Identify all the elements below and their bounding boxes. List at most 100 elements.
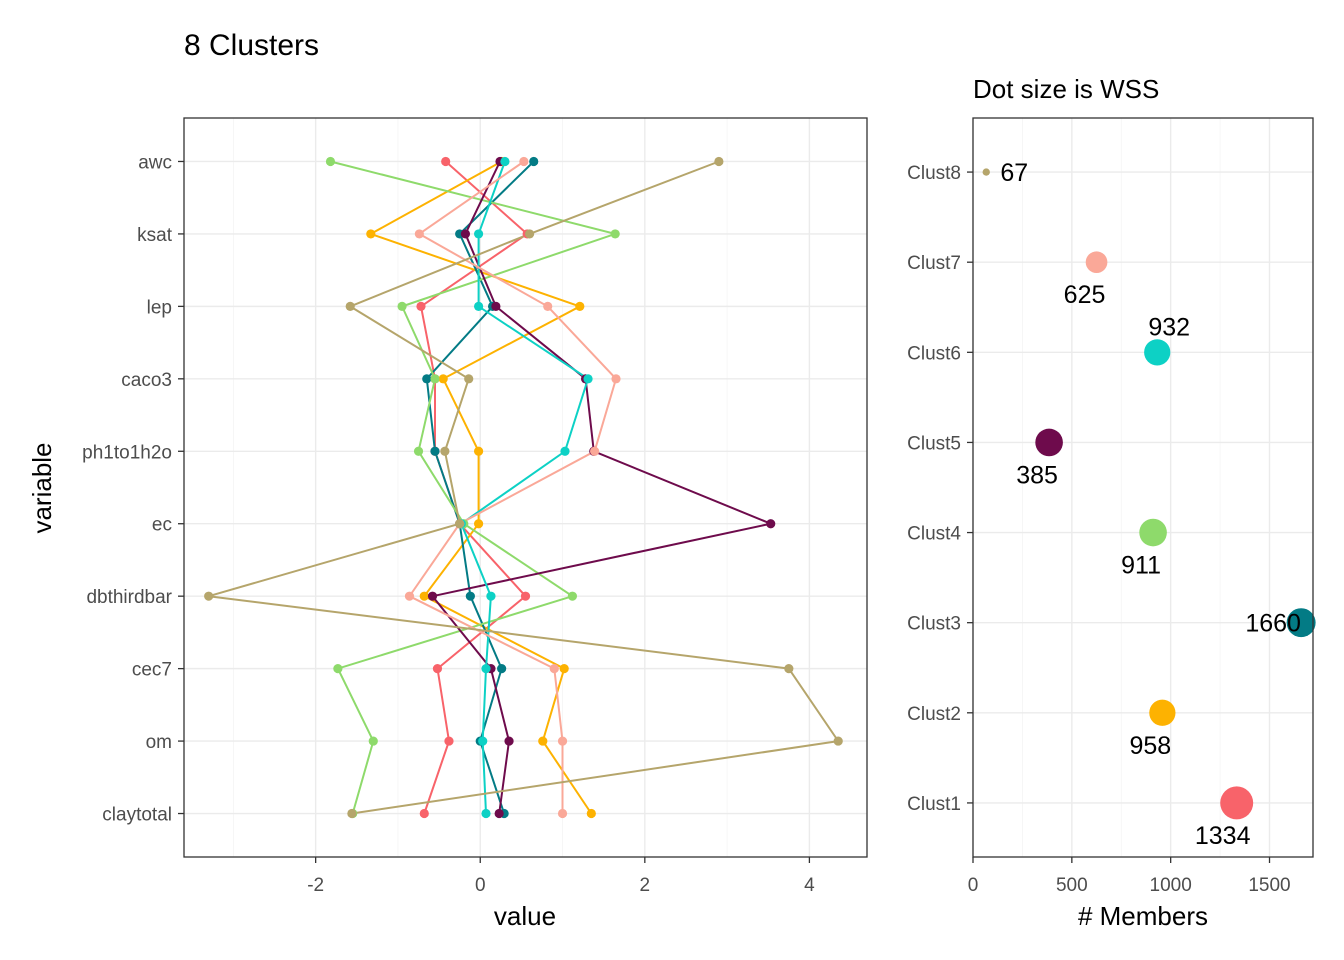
- series-point: [397, 301, 407, 311]
- member-dot-clust1: [1220, 786, 1254, 820]
- series-point: [583, 374, 593, 384]
- series-point: [347, 808, 357, 819]
- series-point: [427, 591, 438, 601]
- series-point: [441, 156, 451, 167]
- profile-y-axis-label: variable: [27, 442, 57, 533]
- series-line-1: [419, 160, 529, 814]
- series-point: [538, 736, 548, 746]
- y-tick-label: Clust8: [907, 163, 961, 184]
- series-point: [529, 156, 539, 167]
- y-tick-label: Clust5: [907, 433, 961, 454]
- member-count-label: 1660: [1245, 610, 1301, 638]
- y-tick-label: Clust6: [907, 343, 961, 364]
- series-point: [419, 591, 429, 601]
- series-point: [345, 301, 355, 311]
- member-count-label: 958: [1130, 732, 1172, 760]
- series-line-5: [430, 161, 775, 814]
- member-dot-clust3: [1286, 608, 1316, 638]
- x-tick-label: 0: [475, 875, 486, 896]
- profile-grid: [184, 118, 867, 857]
- y-tick-label: Clust2: [907, 704, 961, 725]
- members-panel-title: Dot size is WSS: [973, 74, 1159, 104]
- series-point: [611, 374, 621, 384]
- profile-series-points: [204, 156, 843, 819]
- series-point: [430, 446, 440, 456]
- y-tick-label: awc: [138, 152, 172, 173]
- series-point: [497, 664, 507, 674]
- series-point: [440, 446, 450, 456]
- series-point: [560, 446, 570, 456]
- series-point: [559, 664, 569, 674]
- series-line-7: [408, 160, 618, 814]
- x-tick-label: 1500: [1248, 875, 1290, 896]
- series-line-3: [425, 160, 535, 814]
- series-point: [714, 156, 724, 167]
- series-point: [543, 301, 553, 311]
- series-point: [404, 591, 415, 601]
- member-dot-clust6: [1144, 339, 1171, 366]
- series-point: [473, 301, 484, 311]
- series-line-4: [330, 160, 619, 814]
- members-points: [982, 168, 1316, 820]
- y-tick-label: ph1to1h2o: [82, 442, 172, 463]
- y-tick-label: cec7: [132, 660, 172, 681]
- series-point: [481, 664, 491, 674]
- member-count-label: 911: [1121, 552, 1161, 580]
- series-point: [422, 374, 432, 384]
- series-point: [430, 374, 440, 384]
- x-tick-label: -2: [307, 875, 324, 896]
- series-line-8: [208, 160, 840, 815]
- series-line-2: [368, 160, 593, 815]
- members-point-labels: 67 625 932 385 911 1660 958 1334: [1000, 159, 1301, 850]
- member-dot-clust4: [1139, 518, 1167, 547]
- x-tick-label: 500: [1056, 875, 1088, 896]
- profile-panel: awc ksat lep caco3 ph1to1h2o ec dbthirdbar cec7…: [27, 117, 868, 931]
- series-point: [473, 229, 484, 239]
- series-point: [519, 156, 529, 167]
- x-tick-label: 0: [968, 875, 979, 896]
- series-point: [473, 446, 484, 456]
- series-point: [766, 519, 776, 529]
- series-point: [473, 519, 484, 529]
- member-dot-clust8: [982, 168, 990, 176]
- member-dot-clust2: [1149, 699, 1176, 726]
- series-point: [413, 446, 424, 456]
- member-count-label: 1334: [1195, 822, 1251, 850]
- series-point: [525, 229, 535, 239]
- series-point: [368, 736, 378, 746]
- x-tick-label: 2: [640, 875, 651, 896]
- series-point: [833, 736, 843, 746]
- series-point: [366, 229, 376, 239]
- y-tick-label: caco3: [121, 370, 172, 391]
- series-point: [325, 156, 336, 167]
- series-point: [419, 808, 429, 819]
- series-point: [438, 374, 448, 384]
- series-point: [610, 229, 620, 239]
- series-point: [481, 808, 491, 819]
- y-tick-label: lep: [147, 297, 172, 318]
- series-point: [204, 591, 214, 601]
- series-point: [444, 736, 454, 746]
- series-point: [486, 591, 496, 601]
- series-point: [455, 519, 465, 529]
- series-point: [590, 446, 600, 456]
- member-count-label: 625: [1064, 281, 1106, 309]
- y-tick-label: Clust3: [907, 614, 961, 635]
- profile-panel-border: [183, 117, 868, 858]
- y-tick-label: ec: [152, 515, 172, 536]
- y-tick-label: Clust7: [907, 253, 961, 274]
- series-point: [491, 301, 501, 311]
- member-dot-clust5: [1035, 428, 1063, 457]
- members-x-axis-label: # Members: [1078, 901, 1208, 931]
- series-point: [478, 736, 488, 746]
- y-tick-label: claytotal: [102, 805, 172, 826]
- members-panel: Dot size is WSS 67 625 932 385 911 1660 958 133…: [907, 74, 1316, 931]
- series-point: [464, 374, 474, 384]
- y-tick-label: om: [146, 732, 172, 753]
- series-point: [520, 591, 531, 601]
- profile-axes: awc ksat lep caco3 ph1to1h2o ec dbthirdbar cec7…: [82, 152, 815, 896]
- members-axes: Clust8 Clust7 Clust6 Clust5 Clust4 Clust3 Clus…: [907, 163, 1291, 896]
- series-point: [414, 229, 424, 239]
- series-line-6: [460, 161, 590, 814]
- series-point: [460, 229, 471, 239]
